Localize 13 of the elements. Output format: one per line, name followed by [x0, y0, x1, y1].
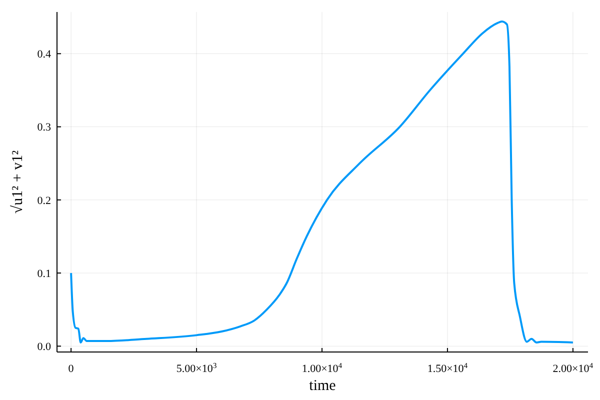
y-tick-label: 0.3 [37, 122, 52, 134]
x-axis-title: time [309, 378, 336, 394]
line-series [70, 20, 574, 344]
y-tick-label: 0.2 [37, 194, 51, 207]
x-tick-label: 1.50×10$^{4}$ [427, 360, 468, 375]
y-tick-label: 0.0 [37, 341, 52, 353]
x-tick-label: 1.00×10$^{4}$ [302, 360, 342, 375]
x-tick-label: 0 [68, 363, 74, 375]
x-tick-label: 2.00×10$^{4}$ [552, 360, 594, 375]
y-axis-title: √u1² + v1² [10, 150, 26, 214]
y-tick-label: 0.1 [37, 268, 51, 280]
y-tick-label: 0.4 [37, 48, 52, 61]
x-tick-label: 5.00×10$^{3}$ [176, 360, 217, 375]
